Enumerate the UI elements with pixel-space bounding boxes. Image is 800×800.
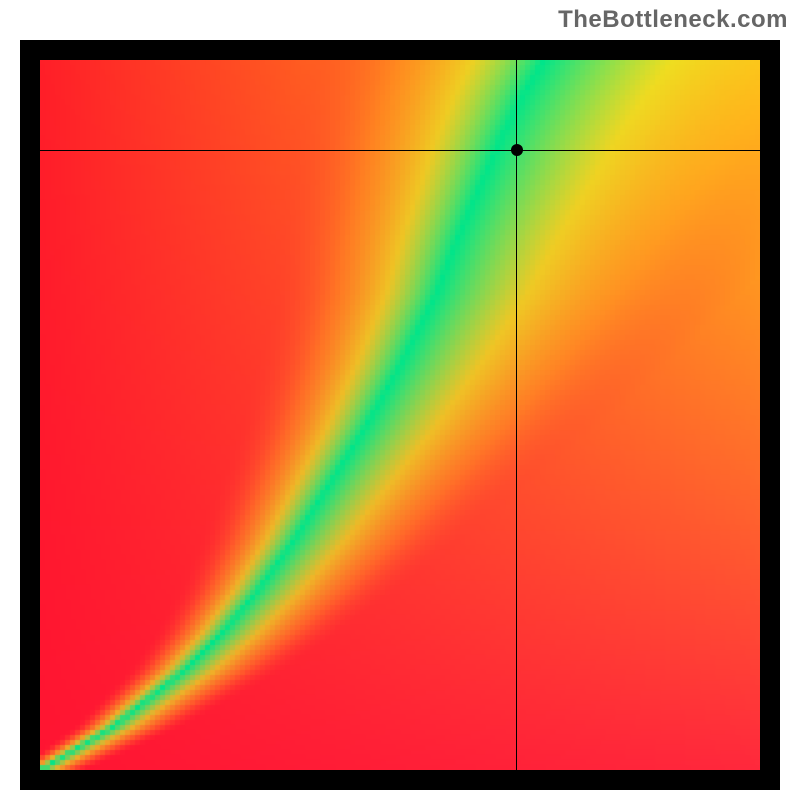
crosshair-marker xyxy=(511,144,523,156)
heatmap-canvas xyxy=(40,60,760,770)
watermark-text: TheBottleneck.com xyxy=(558,6,788,34)
heatmap-plot-area xyxy=(40,60,760,770)
crosshair-horizontal xyxy=(40,150,760,151)
crosshair-vertical xyxy=(516,60,517,770)
root: TheBottleneck.com xyxy=(0,0,800,800)
